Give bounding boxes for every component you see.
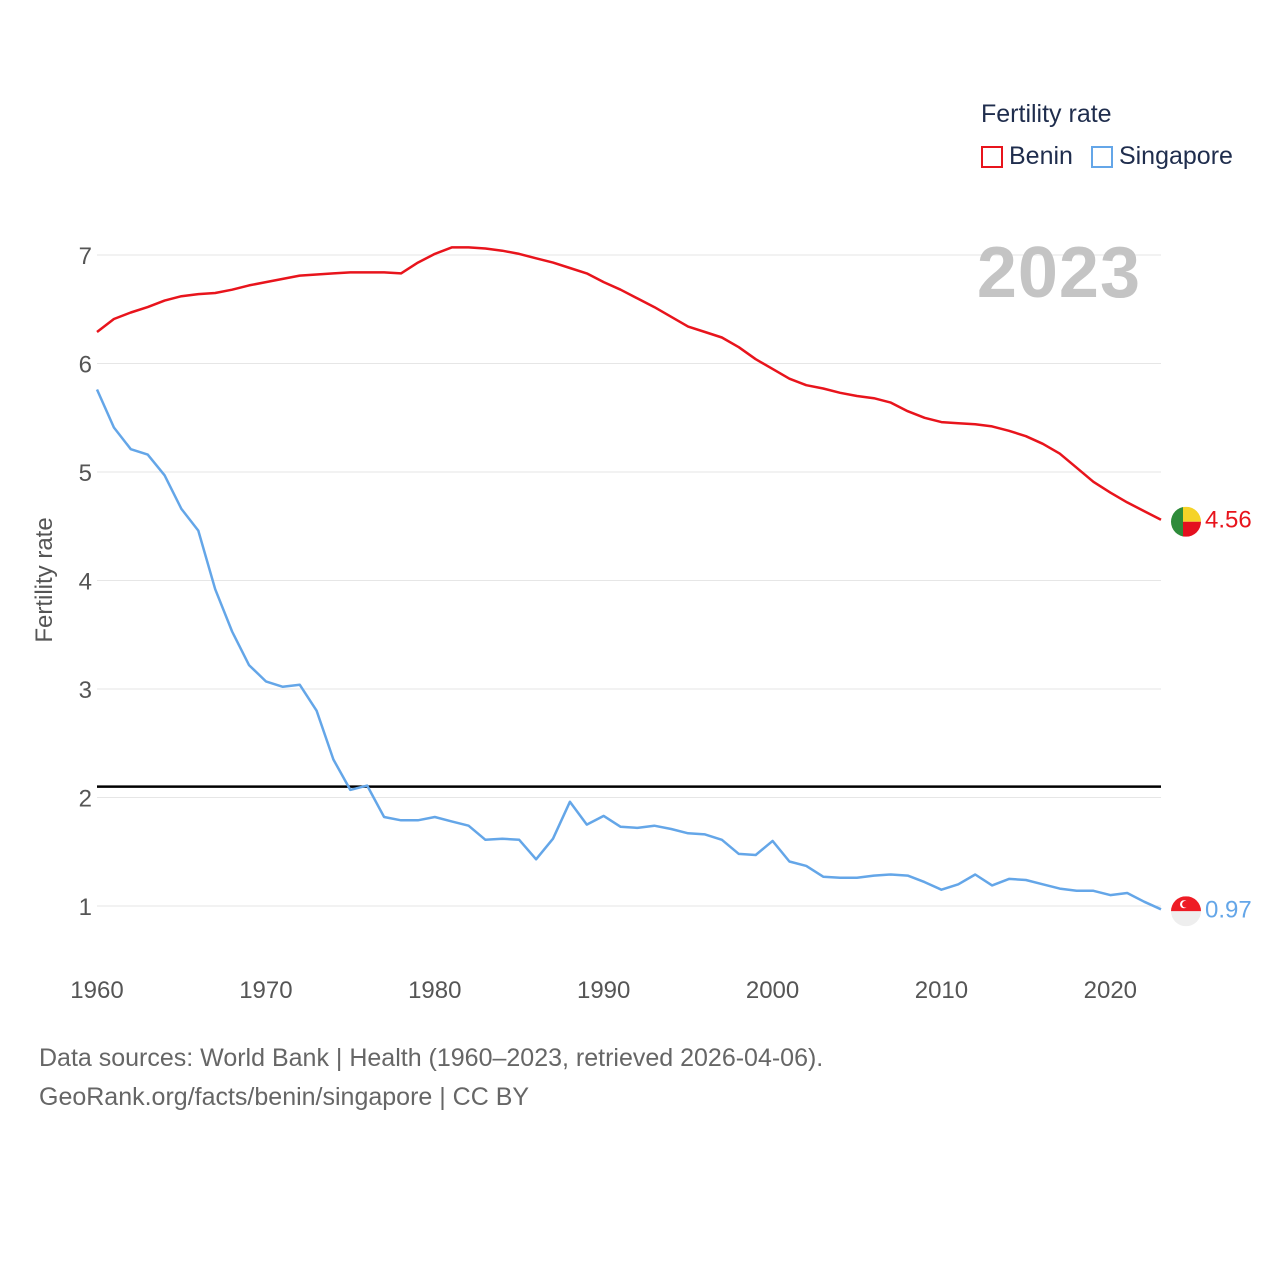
y-tick-label: 3 [79, 677, 92, 704]
legend-swatch-benin [981, 145, 1003, 168]
y-tick-label: 2 [79, 786, 92, 813]
series-end-markers: 4.56 0.97 [1171, 506, 1252, 927]
legend-item-singapore[interactable]: Singapore [1090, 142, 1233, 171]
x-tick-label: 2020 [1084, 977, 1137, 1004]
x-tick-label: 2000 [746, 977, 799, 1004]
x-tick-label: 1990 [577, 977, 630, 1004]
end-value-label-singapore: 0.97 [1205, 896, 1252, 923]
legend-label-benin: Benin [1009, 142, 1073, 170]
legend-title: Fertility rate [981, 100, 1112, 128]
y-tick-label: 6 [79, 352, 92, 379]
legend-swatch-singapore [1090, 145, 1113, 168]
footer-sources: Data sources: World Bank | Health (1960–… [39, 1044, 824, 1072]
legend-item-benin[interactable]: Benin [981, 142, 1073, 171]
footer-attribution[interactable]: GeoRank.org/facts/benin/singapore | CC B… [39, 1083, 530, 1111]
x-tick-label: 2010 [915, 977, 968, 1004]
year-label: 2023 [976, 233, 1141, 313]
flag-benin-icon [1171, 506, 1201, 537]
legend-label-singapore: Singapore [1118, 142, 1233, 170]
y-tick-label: 7 [79, 243, 92, 270]
y-axis-label: Fertility rate [31, 517, 58, 642]
x-tick-label: 1960 [70, 977, 123, 1004]
y-axis-ticks: 1 2 3 4 5 6 7 [79, 243, 92, 921]
y-tick-label: 5 [79, 460, 92, 487]
flag-singapore-icon [1171, 896, 1201, 927]
legend: Benin Singapore [981, 142, 1251, 171]
y-tick-label: 4 [79, 569, 92, 596]
y-tick-label: 1 [79, 894, 92, 921]
x-tick-label: 1980 [408, 977, 461, 1004]
x-axis-ticks: 1960 1970 1980 1990 2000 2010 2020 [70, 977, 1137, 1004]
series-line-singapore[interactable] [95, 388, 1162, 911]
end-value-label-benin: 4.56 [1205, 507, 1252, 534]
gridlines [97, 254, 1161, 907]
series-line-benin[interactable] [96, 246, 1162, 521]
x-tick-label: 1970 [239, 977, 292, 1004]
series-lines [95, 246, 1162, 911]
